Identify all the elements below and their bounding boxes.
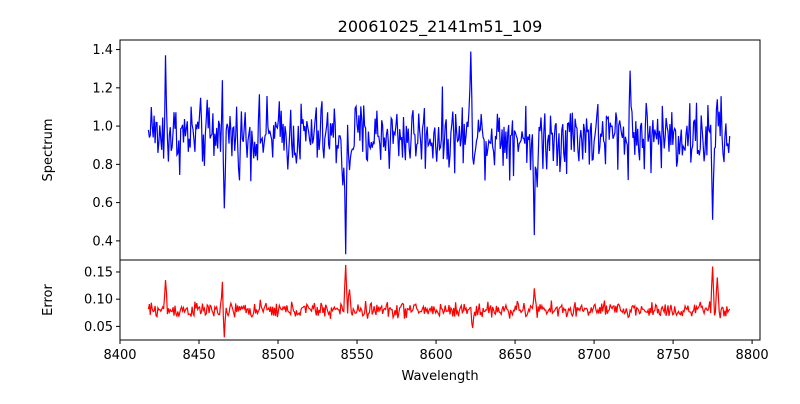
y-tick-label: 0.10 [84,293,113,308]
y-tick-label: 0.4 [92,234,113,249]
x-tick-label: 8750 [657,348,690,363]
y-tick-label: 0.15 [84,265,113,280]
y-tick-label: 1.2 [92,81,113,96]
y-tick-label: 1.0 [92,120,113,135]
error-line [147,264,731,338]
spectrum-line [147,51,731,255]
x-tick-label: 8650 [499,348,532,363]
x-axis-ticks: 8400 8450 8500 8550 8600 8650 8700 8750 8800 [103,340,769,363]
y-tick-label: 0.6 [92,196,113,211]
x-tick-label: 8700 [578,348,611,363]
spectrum-axis-label: Spectrum [41,119,56,182]
y-tick-label: 0.05 [84,320,113,335]
spectrum-y-ticks: 0.4 0.6 0.8 1.0 1.2 1.4 [92,43,120,249]
y-tick-label: 0.8 [92,158,113,173]
error-y-ticks: 0.05 0.10 0.15 [84,265,120,335]
x-tick-label: 8550 [340,348,373,363]
error-axes-frame [119,259,761,341]
error-axis-label: Error [41,284,56,316]
y-tick-label: 1.4 [92,43,113,58]
x-tick-label: 8500 [261,348,294,363]
x-axis-label: Wavelength [401,369,478,384]
spectrum-panel: 0.4 0.6 0.8 1.0 1.2 1.4 Spectrum [41,39,761,261]
x-tick-label: 8800 [736,348,769,363]
x-tick-label: 8600 [420,348,453,363]
error-panel: 0.05 0.10 0.15 Error [41,259,761,341]
x-tick-label: 8450 [182,348,215,363]
spectrum-series [147,51,731,255]
chart-title: 20061025_2141m51_109 [338,17,543,37]
error-series [147,264,731,338]
x-tick-label: 8400 [103,348,136,363]
spectrum-axes-frame [119,39,761,261]
